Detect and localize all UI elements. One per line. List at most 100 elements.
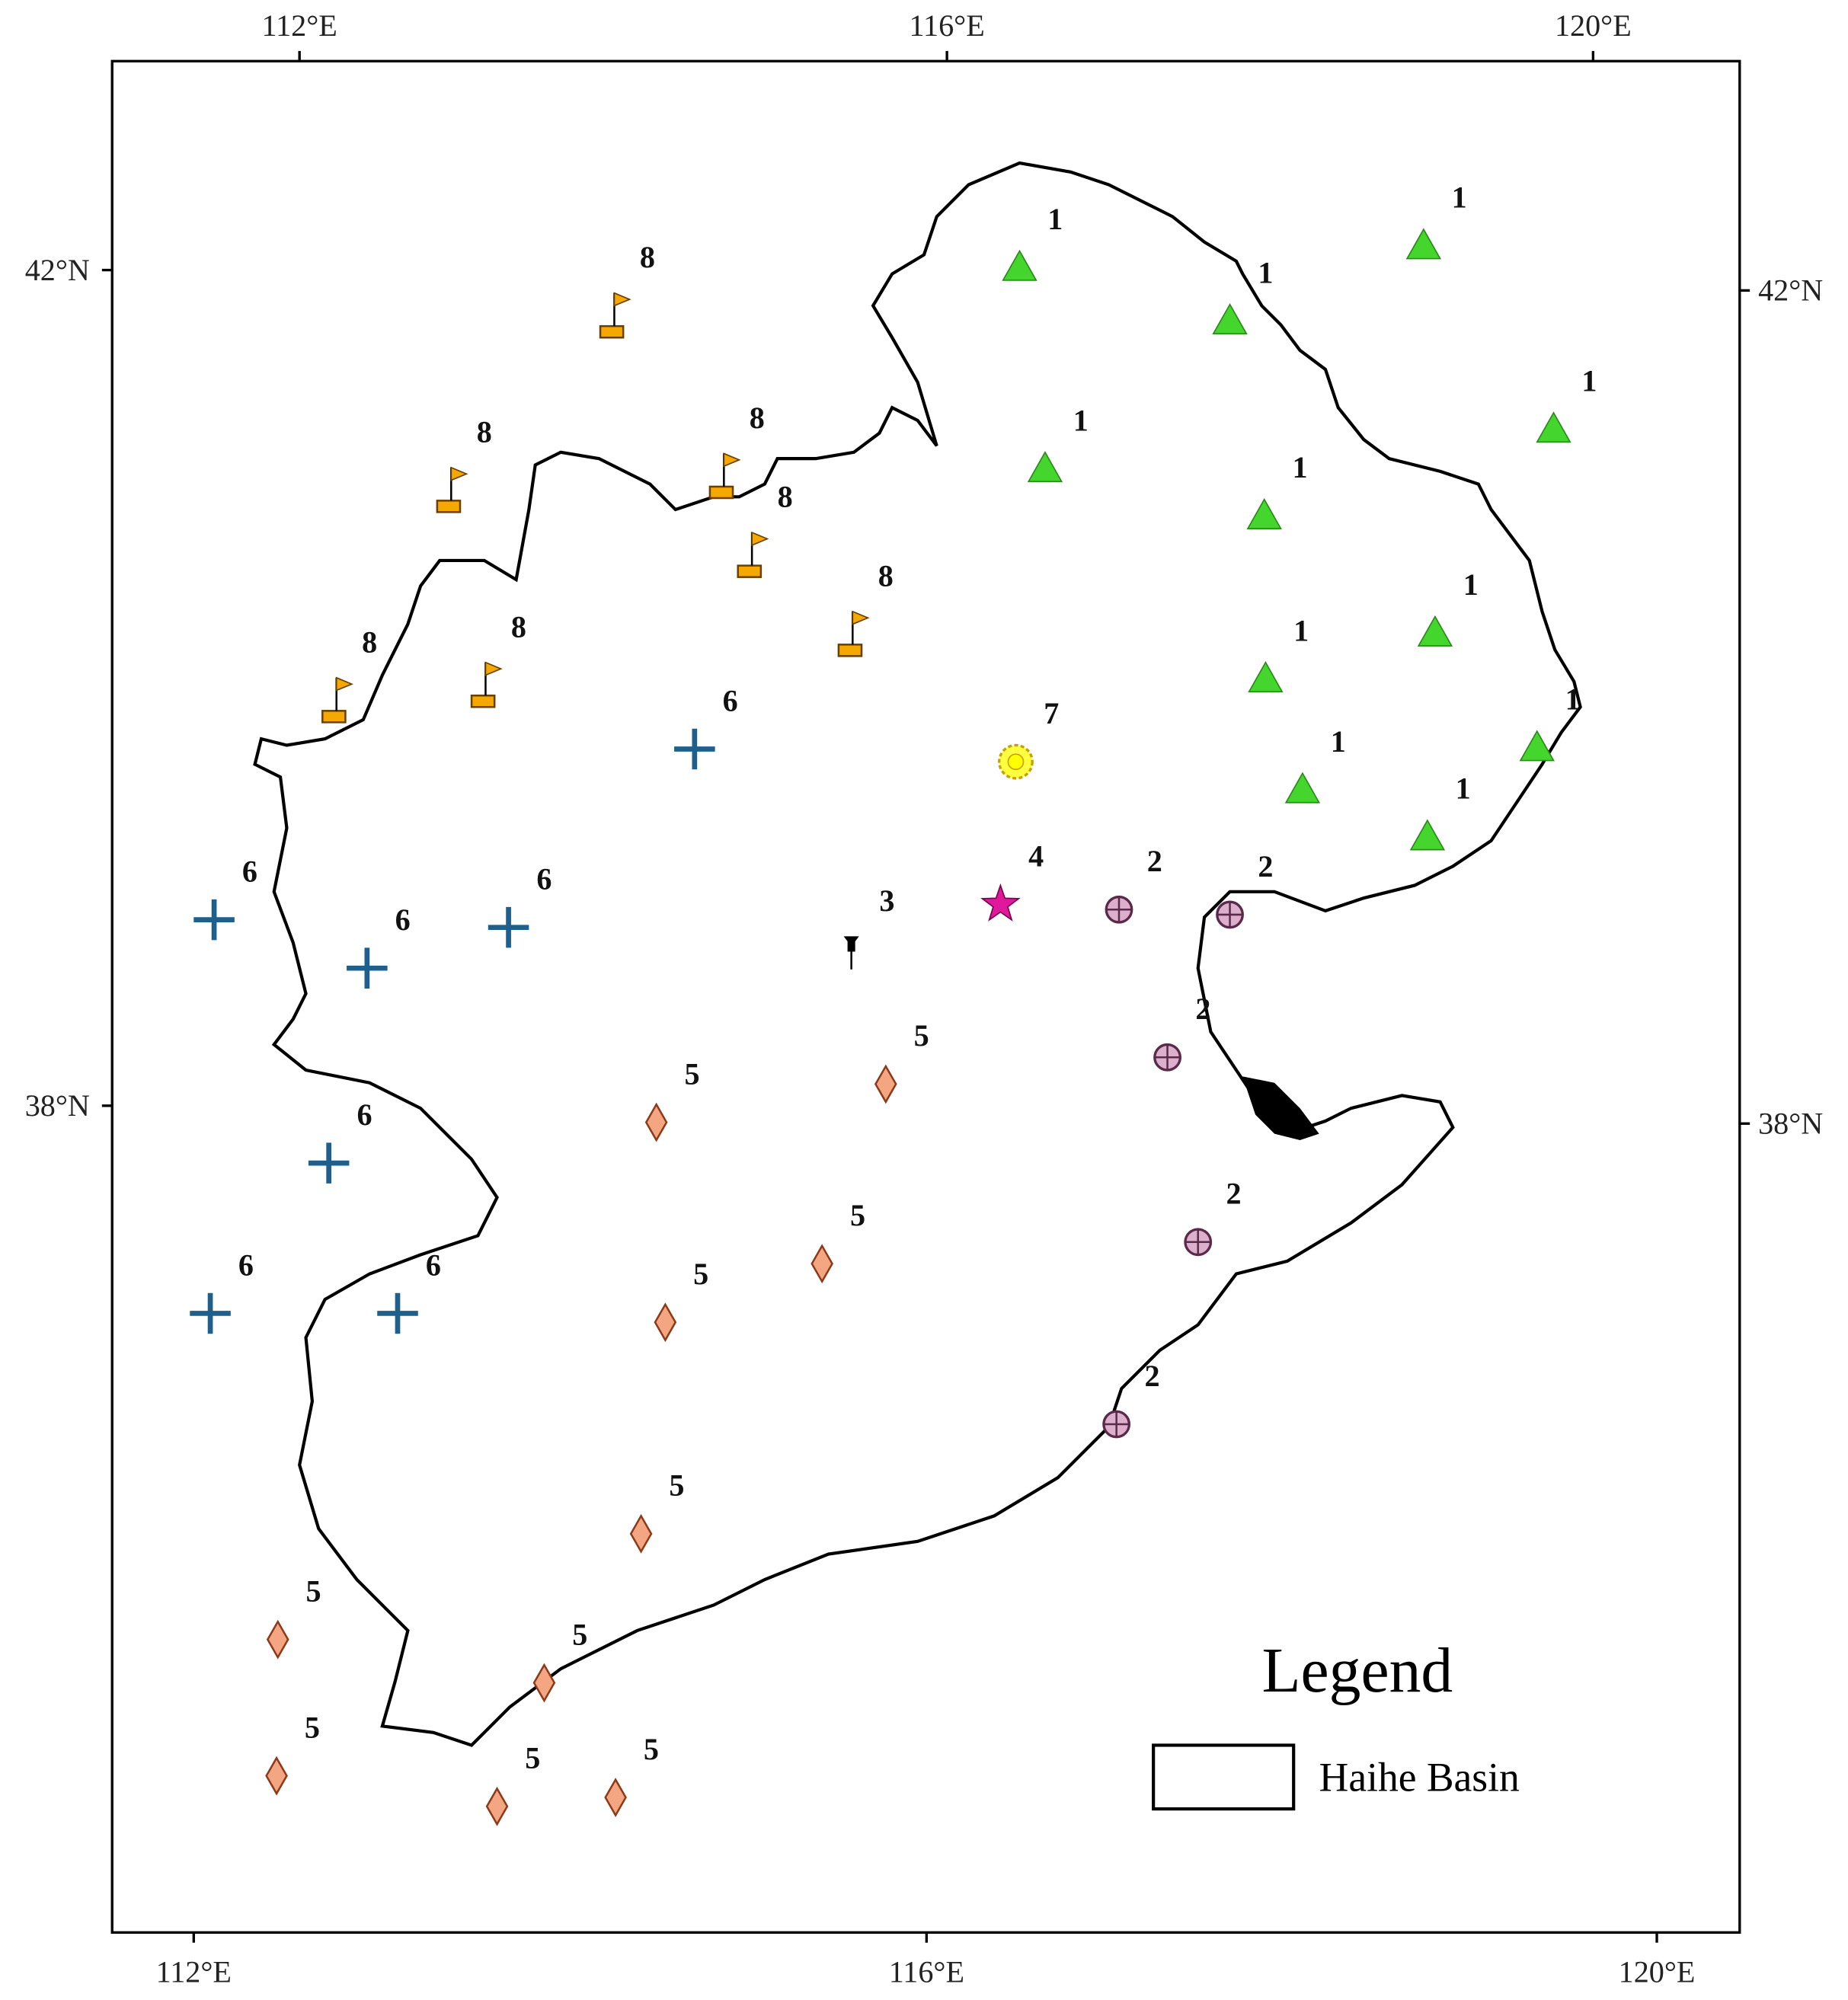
- station: 8: [837, 558, 894, 657]
- station-label: 6: [238, 1248, 254, 1282]
- axis-label: 42°N: [1758, 273, 1823, 308]
- flag-cloth: [484, 661, 503, 676]
- station: 1: [1027, 403, 1089, 483]
- station-label: 4: [1028, 839, 1044, 873]
- flag-base: [737, 564, 763, 578]
- station-label: 7: [1044, 696, 1059, 730]
- station: 2: [1184, 1177, 1242, 1257]
- station: 1: [1002, 202, 1063, 281]
- station-label: 1: [1452, 181, 1467, 215]
- station-label: 1: [1258, 255, 1273, 289]
- station-label: 6: [536, 861, 552, 896]
- station-label: 2: [1195, 992, 1210, 1026]
- pushpin-marker: [843, 936, 859, 952]
- station: 1: [1284, 724, 1346, 804]
- station-label: 1: [1581, 363, 1597, 398]
- circle-cross: [1106, 896, 1132, 922]
- station: 5: [266, 1573, 321, 1660]
- station: 8: [708, 401, 765, 500]
- flag-cloth: [335, 676, 353, 692]
- legend-item: Haihe Basin: [1319, 1755, 1520, 1800]
- diamond-marker: [604, 1778, 627, 1817]
- station: 5: [654, 1257, 708, 1343]
- station: 5: [810, 1198, 865, 1284]
- station-label: 1: [1293, 613, 1309, 647]
- triangle-marker: [1409, 819, 1446, 851]
- legend-swatch: [1152, 1743, 1296, 1811]
- triangle-marker: [1027, 451, 1063, 483]
- station-label: 1: [1331, 724, 1346, 759]
- station: 5: [604, 1732, 659, 1817]
- station-label: 1: [1047, 202, 1063, 236]
- station: 1: [1248, 613, 1309, 693]
- station: 8: [599, 240, 655, 339]
- station: 2: [1105, 844, 1162, 924]
- flag-base: [837, 644, 863, 657]
- station-label: 5: [693, 1257, 708, 1291]
- diamond-marker: [485, 1786, 509, 1826]
- plus-marker: [488, 906, 529, 948]
- station-label: 6: [356, 1097, 372, 1132]
- station-label: 3: [879, 883, 894, 918]
- axis-label: 42°N: [25, 253, 90, 287]
- star-marker: [980, 883, 1021, 922]
- station: 1: [1212, 255, 1273, 335]
- station-label: 1: [1073, 403, 1089, 437]
- station-label: 8: [511, 609, 526, 644]
- station-label: 6: [723, 683, 738, 717]
- station-label: 5: [525, 1741, 540, 1775]
- station-label: 5: [644, 1732, 659, 1766]
- station-label: 2: [1258, 849, 1273, 883]
- station: 6: [193, 854, 257, 941]
- station: 8: [470, 609, 526, 708]
- station-label: 5: [305, 1710, 320, 1744]
- station: 5: [644, 1056, 700, 1142]
- axis-label: 120°E: [1619, 1955, 1696, 1989]
- station-label: 5: [850, 1198, 865, 1232]
- diamond-marker: [265, 1756, 288, 1796]
- circle-cross: [1217, 902, 1243, 928]
- sun-core: [1007, 753, 1025, 771]
- triangle-marker: [1405, 228, 1442, 260]
- station-label: 2: [1226, 1177, 1242, 1211]
- station: 1: [1536, 363, 1597, 443]
- station-label: 5: [684, 1056, 699, 1091]
- legend-title: Legend: [1261, 1635, 1453, 1706]
- diamond-marker: [629, 1513, 653, 1554]
- station-label: 6: [242, 854, 257, 888]
- flag-base: [436, 500, 462, 513]
- triangle-marker: [1519, 730, 1555, 762]
- circle-cross: [1185, 1229, 1211, 1255]
- flag-cloth: [751, 531, 769, 547]
- flag-cloth: [723, 452, 741, 468]
- circle-cross: [1154, 1044, 1181, 1070]
- flag-base: [708, 485, 734, 500]
- flag-base: [321, 710, 347, 724]
- station: 4: [980, 839, 1044, 922]
- station: 8: [436, 414, 492, 513]
- station: 5: [629, 1468, 684, 1554]
- station-label: 2: [1147, 844, 1162, 878]
- map-frame: [110, 59, 1741, 1935]
- station: 6: [347, 903, 411, 989]
- station-label: 6: [426, 1248, 441, 1282]
- triangle-marker: [1002, 249, 1038, 281]
- triangle-marker: [1417, 615, 1453, 647]
- triangle-marker: [1246, 497, 1282, 529]
- station: 2: [1102, 1359, 1160, 1439]
- triangle-marker: [1536, 411, 1571, 443]
- station: 6: [488, 861, 552, 948]
- station: 1: [1246, 450, 1308, 529]
- axis-label: 112°E: [262, 8, 337, 43]
- station: 6: [308, 1097, 372, 1184]
- station: 8: [737, 480, 793, 578]
- station: 1: [1417, 567, 1479, 647]
- flag-cloth: [450, 466, 468, 481]
- station-label: 6: [395, 903, 411, 937]
- basin-outline: [253, 161, 1582, 1747]
- diamond-marker: [532, 1663, 556, 1703]
- triangle-marker: [1212, 303, 1248, 335]
- station: 5: [485, 1741, 540, 1826]
- station-label: 8: [878, 558, 894, 593]
